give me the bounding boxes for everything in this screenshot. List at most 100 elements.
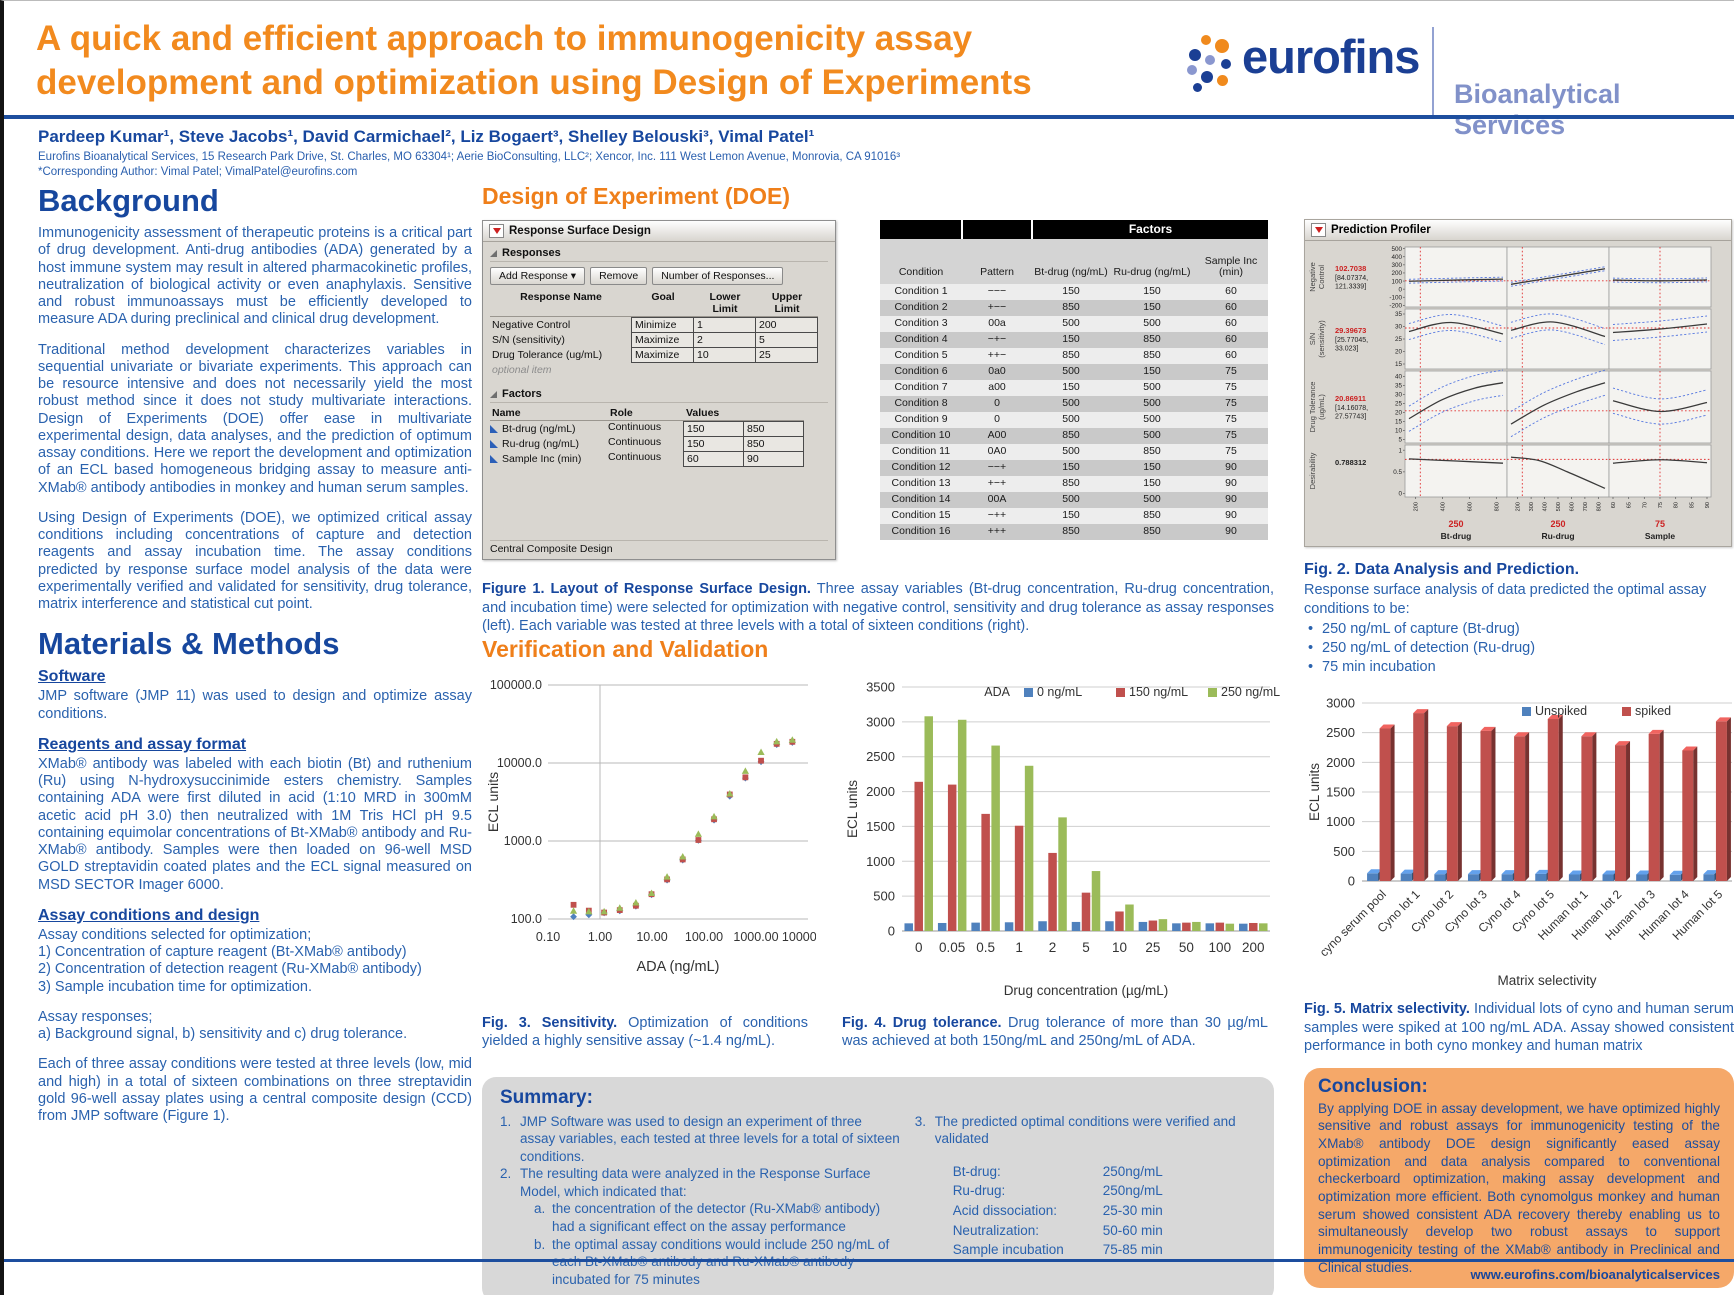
optimal-condition-bullet: 250 ng/mL of detection (Ru-drug) bbox=[1304, 639, 1734, 658]
upper-limit-field[interactable]: 25 bbox=[755, 347, 818, 363]
right-column: Prediction Profiler Negative Control 102.7… bbox=[1304, 219, 1734, 1289]
response-name: Negative Control bbox=[492, 318, 571, 331]
svg-text:100.00: 100.00 bbox=[685, 930, 723, 944]
methods-heading: Materials & Methods bbox=[38, 626, 340, 662]
background-paragraph: Immunogenicity assessment of therapeutic… bbox=[38, 225, 472, 328]
svg-text:0 ng/mL: 0 ng/mL bbox=[1037, 685, 1082, 699]
svg-text:Control: Control bbox=[1317, 265, 1326, 290]
lower-limit-field[interactable]: 2 bbox=[693, 332, 756, 348]
svg-text:Ru-drug: Ru-drug bbox=[1541, 531, 1574, 541]
svg-text:5: 5 bbox=[1398, 437, 1402, 444]
condition-row: Condition 2 +−− 850 150 60 bbox=[880, 300, 1269, 316]
svg-text:250 ng/mL: 250 ng/mL bbox=[1221, 685, 1280, 699]
red-triangle-menu-icon[interactable] bbox=[489, 224, 504, 238]
factor-high-field[interactable]: 850 bbox=[743, 436, 804, 452]
goal-field[interactable]: Minimize bbox=[631, 317, 694, 333]
conclusion-heading: Conclusion: bbox=[1318, 1075, 1428, 1097]
eurofins-logo-icon bbox=[1187, 33, 1239, 99]
lower-limit-field[interactable]: 10 bbox=[693, 347, 756, 363]
svg-text:2000: 2000 bbox=[1326, 755, 1355, 770]
svg-text:100000.0: 100000.0 bbox=[490, 678, 542, 692]
affiliations: Eurofins Bioanalytical Services, 15 Rese… bbox=[38, 151, 901, 163]
svg-text:2500: 2500 bbox=[1326, 725, 1355, 740]
jmp-panel-titlebar[interactable]: Response Surface Design bbox=[483, 221, 835, 242]
disclosure-icon[interactable] bbox=[490, 390, 497, 398]
optimal-conditions-list: Bt-drug: 250ng/mL Ru-drug: 250ng/mL Acid dis… bbox=[915, 1162, 1256, 1260]
svg-text:-100: -100 bbox=[1389, 294, 1402, 301]
factors-section-header[interactable]: Factors bbox=[490, 386, 828, 403]
svg-text:ADA (ng/mL): ADA (ng/mL) bbox=[637, 959, 720, 975]
responses-table: Response Name Goal Lower Limit Upper Lim… bbox=[490, 290, 828, 363]
svg-text:Drug Tolerance: Drug Tolerance bbox=[1308, 382, 1317, 433]
background-heading: Background bbox=[38, 183, 219, 218]
profiler-titlebar[interactable]: Prediction Profiler bbox=[1305, 220, 1731, 241]
summary-item: JMP Software was used to design an exper… bbox=[520, 1113, 900, 1164]
figure1-caption: Figure 1. Layout of Response Surface Des… bbox=[482, 581, 1274, 635]
svg-text:25: 25 bbox=[1395, 336, 1403, 343]
svg-text:0.05: 0.05 bbox=[939, 940, 965, 955]
svg-text:1: 1 bbox=[1398, 447, 1402, 454]
add-response-button[interactable]: Add Response ▾ bbox=[490, 267, 586, 285]
red-triangle-menu-icon[interactable] bbox=[1311, 223, 1326, 237]
responses-section-header[interactable]: Responses bbox=[490, 245, 828, 262]
svg-text:[84.07374,: [84.07374, bbox=[1335, 275, 1368, 282]
doe-conditions-table: Factors Condition Pattern Bt-drug (ng/mL) Ru… bbox=[880, 220, 1269, 540]
lower-limit-field[interactable]: 1 bbox=[693, 317, 756, 333]
factor-high-field[interactable]: 90 bbox=[743, 451, 804, 467]
upper-limit-field[interactable]: 5 bbox=[755, 332, 818, 348]
condition-row: Condition 3 00a 500 500 60 bbox=[880, 316, 1269, 332]
svg-text:27.57743]: 27.57743] bbox=[1335, 414, 1366, 421]
conclusion-box: Conclusion: By applying DOE in assay dev… bbox=[1304, 1067, 1734, 1289]
disclosure-icon[interactable] bbox=[490, 249, 497, 257]
svg-text:800: 800 bbox=[1494, 502, 1500, 511]
svg-text:20: 20 bbox=[1395, 410, 1403, 417]
svg-text:29.39673: 29.39673 bbox=[1335, 326, 1366, 335]
fig4-drug-tolerance-chart: 0 500 1000 1500 2000 2500 3000 3500 0 0.05 0.5 1 2 5 1… bbox=[842, 673, 1280, 1008]
svg-text:121.3339]: 121.3339] bbox=[1335, 284, 1366, 291]
condition-row: Condition 1 −−− 150 150 60 bbox=[880, 284, 1269, 300]
upper-limit-field[interactable]: 200 bbox=[755, 317, 818, 333]
svg-text:(sensitivity): (sensitivity) bbox=[1317, 320, 1326, 358]
svg-text:10: 10 bbox=[1112, 940, 1127, 955]
svg-text:spiked: spiked bbox=[1635, 704, 1671, 718]
summary-heading: Summary: bbox=[500, 1086, 593, 1108]
svg-text:3000: 3000 bbox=[866, 714, 895, 729]
condition-pair: Bt-drug: 250ng/mL bbox=[952, 1163, 1163, 1179]
svg-text:250: 250 bbox=[1448, 519, 1463, 529]
svg-text:0: 0 bbox=[1398, 286, 1402, 293]
svg-text:0: 0 bbox=[1348, 874, 1355, 889]
factor-role: Continuous bbox=[608, 451, 662, 463]
svg-text:1500: 1500 bbox=[1326, 785, 1355, 800]
header-rule bbox=[4, 115, 1734, 119]
corresponding-author: *Corresponding Author: Vimal Patel; Vima… bbox=[38, 166, 358, 178]
svg-text:-200: -200 bbox=[1389, 303, 1402, 310]
factor-low-field[interactable]: 150 bbox=[683, 421, 744, 437]
optional-item-row[interactable]: optional item bbox=[492, 364, 552, 376]
factor-low-field[interactable]: 150 bbox=[683, 436, 744, 452]
svg-text:400: 400 bbox=[1543, 502, 1549, 511]
svg-text:500: 500 bbox=[873, 888, 895, 903]
svg-text:60: 60 bbox=[1611, 502, 1617, 508]
svg-text:3000: 3000 bbox=[1326, 696, 1355, 711]
goal-field[interactable]: Maximize bbox=[631, 347, 694, 363]
verification-heading: Verification and Validation bbox=[482, 635, 769, 662]
summary-item: The resulting data were analyzed in the … bbox=[500, 1165, 901, 1288]
svg-text:150 ng/mL: 150 ng/mL bbox=[1129, 685, 1188, 699]
condition-row: Condition 4 −+− 150 850 60 bbox=[880, 332, 1269, 348]
svg-text:600: 600 bbox=[1569, 502, 1575, 511]
svg-text:300: 300 bbox=[1391, 262, 1402, 269]
svg-text:700: 700 bbox=[1583, 502, 1589, 511]
factor-high-field[interactable]: 850 bbox=[743, 421, 804, 437]
jmp-response-surface-panel: Response Surface Design Responses Add Re… bbox=[482, 220, 836, 560]
svg-text:0.788312: 0.788312 bbox=[1335, 458, 1366, 467]
remove-button[interactable]: Remove bbox=[590, 267, 648, 285]
number-of-responses-button[interactable]: Number of Responses... bbox=[652, 267, 784, 285]
design-type-label: Central Composite Design bbox=[490, 540, 828, 555]
condition-row: Condition 6 0a0 500 150 75 bbox=[880, 364, 1269, 380]
factor-low-field[interactable]: 60 bbox=[683, 451, 744, 467]
footer-url[interactable]: www.eurofins.com/bioanalyticalservices bbox=[1470, 1267, 1720, 1282]
goal-field[interactable]: Maximize bbox=[631, 332, 694, 348]
svg-text:30: 30 bbox=[1395, 392, 1403, 399]
factor-name: Sample Inc (min) bbox=[490, 451, 608, 466]
optimal-condition-bullet: 75 min incubation bbox=[1304, 658, 1734, 677]
